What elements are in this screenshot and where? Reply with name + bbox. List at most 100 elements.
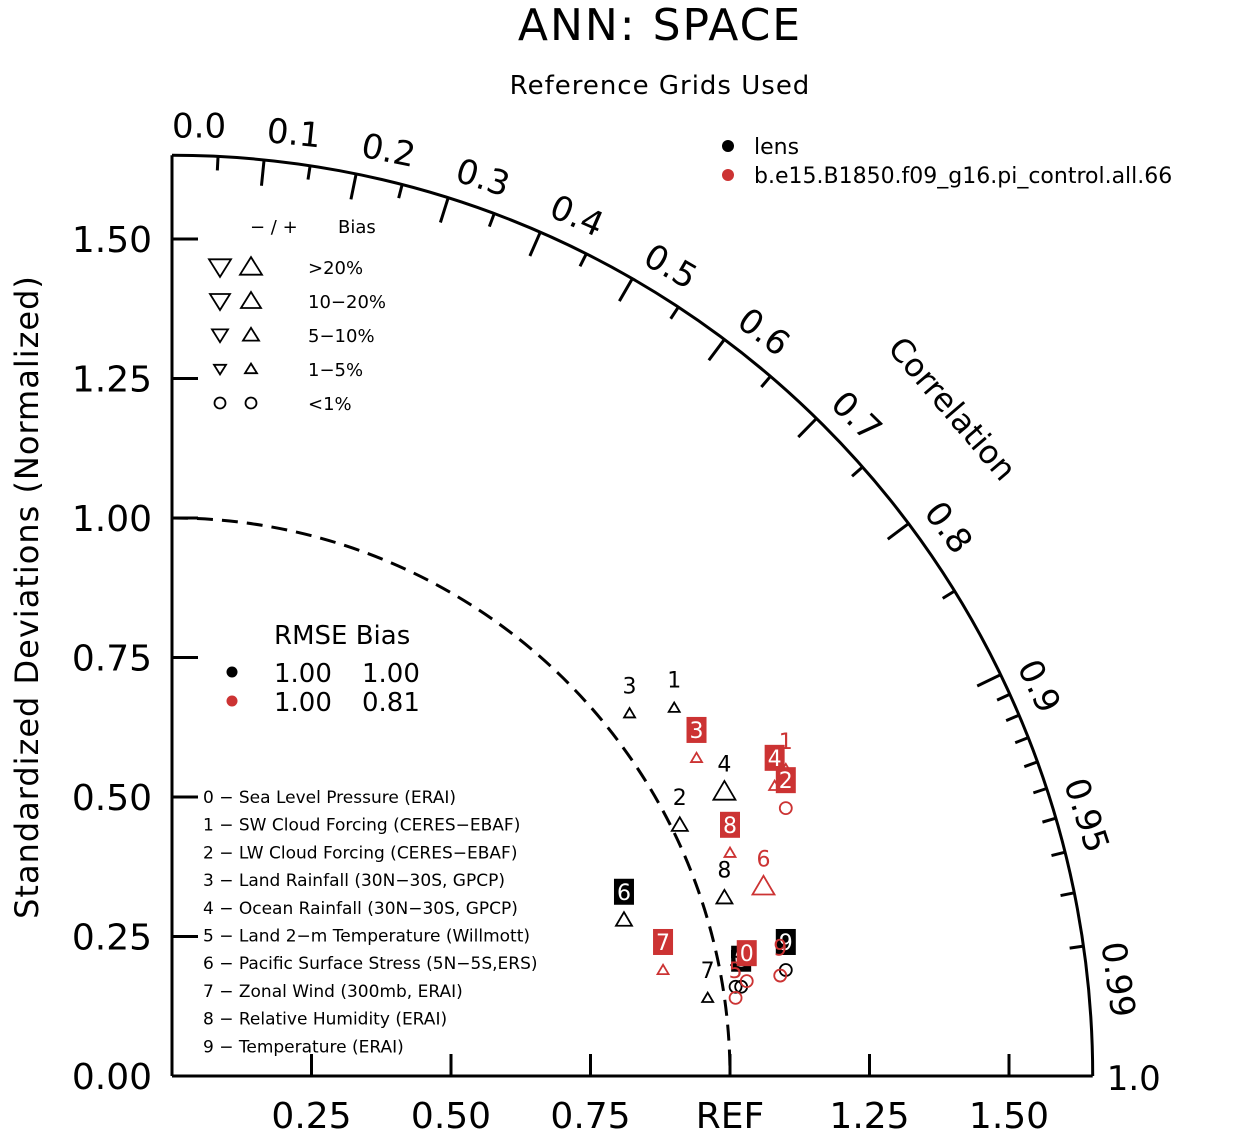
variable-item: 1 − SW Cloud Forcing (CERES−EBAF) [203,816,520,836]
point-label: 1 [667,669,681,694]
data-points: 01234567890123456789 [613,669,796,1005]
point-marker [614,910,634,927]
point-label: 6 [756,847,770,872]
correlation-tick [578,253,588,267]
point-label: 8 [723,814,737,839]
x-tick-label: 0.50 [411,1096,491,1135]
point-marker [622,706,637,719]
bias-legend-label: >20% [308,258,363,279]
correlation-tick-label: 0.0 [172,106,226,146]
correlation-tick-label: 0.6 [730,300,797,364]
series-legend: lens b.e15.B1850.f09_g16.pi_control.all.6… [722,135,1172,189]
correlation-tick-label: 0.7 [823,383,890,449]
point-marker [667,700,682,713]
correlation-tick-label: 0.8 [916,494,980,561]
variable-item: 2 − LW Cloud Forcing (CERES−EBAF) [203,843,517,863]
correlation-tick [215,156,220,171]
series-legend-dot [722,140,734,152]
point-label: 2 [779,769,793,794]
point-label-box [720,811,740,838]
chart-title: ANN: SPACE [518,0,802,51]
variable-item: 6 − Pacific Surface Stress (5N−5S,ERS) [203,954,538,974]
series-legend-label: lens [754,135,799,160]
point-marker [728,990,743,1005]
chart-subtitle: Reference Grids Used [510,71,811,101]
series-legend-dot [722,169,734,181]
outer-arc [171,153,1095,1077]
x-tick-label: 1.25 [829,1096,909,1135]
bias-legend-header: Bias [338,217,376,238]
correlation-tick-label: 0.2 [358,126,419,176]
y-tick-label: 0.25 [72,918,152,959]
correlation-tick [851,465,864,478]
point-label: 3 [690,719,704,744]
point-label: 3 [623,674,637,699]
point-marker [739,974,754,989]
point-label: 4 [717,752,731,777]
correlation-tick [1069,944,1084,950]
point-marker [655,962,671,976]
point-marker [773,968,788,983]
correlation-tick [1051,850,1066,858]
bias-up-triangle-icon [239,290,263,309]
bias-legend-label: 1−5% [308,360,363,381]
bias-down-triangle-icon [207,258,233,279]
bias-legend-label: 5−10% [308,326,375,347]
correlation-tick [618,277,634,302]
variable-item: 5 − Land 2−m Temperature (Willmott) [203,927,530,947]
bias-legend-sign-header: − / + [250,217,298,238]
correlation-tick [1042,816,1057,824]
x-tick-label: 1.50 [969,1096,1049,1135]
correlation-tick [1005,713,1020,723]
point-marker [670,815,690,832]
correlation-tick [1014,736,1029,745]
point-label-box [736,940,757,967]
correlation-tick-label: 0.1 [265,111,323,156]
variable-item: 0 − Sea Level Pressure (ERAI) [203,788,456,808]
y-tick-label: 0.00 [72,1057,152,1098]
correlation-tick [438,197,450,223]
point-label: 0 [740,942,754,967]
correlation-tick-label: 0.3 [451,151,515,205]
bias-legend-label: <1% [308,394,352,415]
variable-item: 4 − Ocean Rainfall (30N−30S, GPCP) [203,899,518,919]
variable-item: 8 − Relative Humidity (ERAI) [203,1010,447,1030]
variable-item: 3 − Land Rainfall (30N−30S, GPCP) [203,871,505,891]
correlation-tick [886,522,910,541]
correlation-label: Correlation [881,329,1025,488]
rmse-legend-header: RMSE Bias [274,621,410,651]
point-label-box [653,928,674,955]
variable-list: 0 − Sea Level Pressure (ERAI) 1 − SW Clou… [203,788,538,1057]
y-axis-label: Standardized Deviations (Normalized) [8,275,46,919]
point-label: 9 [773,937,787,962]
correlation-tick [941,589,956,600]
bias-up-triangle-icon [243,361,259,375]
rmse-legend-dot [226,695,238,707]
reference-arc [171,516,732,1077]
bias-legend: − / + Bias >20% 10−20% 5−10% 1−5% <1% [207,217,386,415]
series-legend-label: b.e15.B1850.f09_g16.pi_control.all.66 [754,164,1172,189]
point-label-box [775,767,796,794]
correlation-tick [996,692,1011,702]
y-tick-label: 1.50 [72,220,152,261]
y-tick-label: 1.25 [72,360,152,401]
point-label-box [764,744,785,771]
correlation-tick [707,338,726,362]
rmse-legend-bias: 1.00 [362,659,420,689]
correlation-tick [976,673,1002,688]
axes: 0.000.250.500.751.001.251.500.25 0.50 0.75… [72,153,1095,1135]
point-label: 8 [717,858,731,883]
bias-circle-icon [244,396,258,410]
point-label: 4 [768,747,782,772]
correlation-tick [669,306,680,320]
rmse-legend-rmse: 1.00 [274,688,332,718]
bias-up-triangle-icon [238,255,264,276]
rmse-legend-dot [226,666,238,678]
point-label: 7 [656,931,670,956]
bias-down-triangle-icon [208,293,232,312]
variable-item: 9 − Temperature (ERAI) [203,1037,404,1057]
point-marker [711,779,737,801]
correlation-tick [397,184,404,199]
